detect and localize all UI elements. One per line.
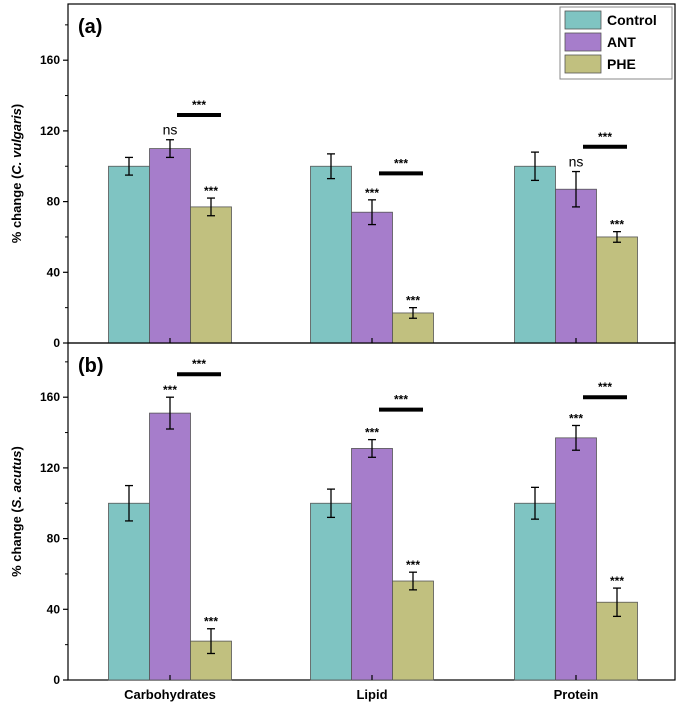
y-axis-label-species: S. acutus	[9, 450, 24, 508]
bar-control	[514, 502, 556, 681]
significance-label: ***	[365, 426, 379, 440]
y-tick-label: 40	[47, 602, 61, 616]
category-label: Carbohydrates	[124, 687, 216, 702]
significance-label: ***	[569, 411, 583, 425]
legend-label-control: Control	[607, 12, 657, 28]
y-axis-label-suffix: )	[9, 104, 24, 108]
legend-swatch-ant	[564, 32, 602, 52]
bar-phe	[190, 206, 232, 344]
panel-label: (b)	[78, 355, 104, 377]
bar-ant	[555, 188, 597, 344]
bar-ant	[351, 211, 393, 344]
bar-ant	[351, 448, 393, 681]
bar-control	[108, 165, 150, 344]
bar-phe	[596, 236, 638, 344]
comparison-label: ***	[192, 357, 206, 371]
chart-panel-b: 0 40 80 120 160 (b) % change (S. acutus) *** ***…	[9, 342, 676, 702]
legend: Control ANT PHE	[559, 6, 673, 80]
bar-ant	[149, 412, 191, 681]
y-tick-label: 80	[47, 532, 61, 546]
category-label: Protein	[554, 687, 599, 702]
category-label: Lipid	[356, 687, 387, 702]
bar-control	[514, 165, 556, 344]
comparison-label: ***	[598, 130, 612, 144]
significance-label: ns	[163, 122, 178, 138]
significance-label: ***	[406, 558, 420, 572]
bar-control	[310, 502, 352, 681]
y-axis-label: % change (C. vulgaris)	[9, 104, 24, 243]
y-tick-label: 40	[47, 265, 61, 279]
y-axis-label-species: C. vulgaris	[9, 108, 24, 174]
y-tick-label: 80	[47, 195, 61, 209]
y-axis-label-prefix: % change (	[9, 174, 24, 243]
chart-panel-a: 0 40 80 120 160 (a) % change (C. vulgaris) ns **…	[9, 3, 676, 350]
y-tick-label: 160	[40, 53, 60, 67]
significance-label: ***	[610, 574, 624, 588]
y-axis-label-suffix: )	[9, 446, 24, 450]
significance-label: ***	[365, 186, 379, 200]
bar-control	[310, 165, 352, 344]
y-tick-label: 160	[40, 390, 60, 404]
legend-label-phe: PHE	[607, 56, 636, 72]
significance-label: ***	[163, 383, 177, 397]
y-tick-label: 0	[53, 336, 60, 350]
significance-label: ***	[610, 218, 624, 232]
comparison-label: ***	[394, 156, 408, 170]
y-tick-label: 120	[40, 124, 60, 138]
comparison-label: ***	[192, 98, 206, 112]
significance-label: ***	[406, 294, 420, 308]
comparison-label: ***	[394, 393, 408, 407]
bar-phe	[392, 580, 434, 681]
bar-ant	[149, 148, 191, 344]
comparison-label: ***	[598, 380, 612, 394]
bar-control	[108, 502, 150, 681]
y-axis-label: % change (S. acutus)	[9, 446, 24, 577]
y-tick-label: 120	[40, 461, 60, 475]
legend-label-ant: ANT	[607, 34, 636, 50]
legend-swatch-phe	[564, 54, 602, 74]
panel-label: (a)	[78, 16, 102, 38]
y-tick-label: 0	[53, 673, 60, 687]
legend-swatch-control	[564, 10, 602, 30]
significance-label: ***	[204, 615, 218, 629]
bar-ant	[555, 437, 597, 681]
significance-label: ns	[569, 154, 584, 170]
significance-label: ***	[204, 184, 218, 198]
y-axis-label-prefix: % change (	[9, 508, 24, 577]
